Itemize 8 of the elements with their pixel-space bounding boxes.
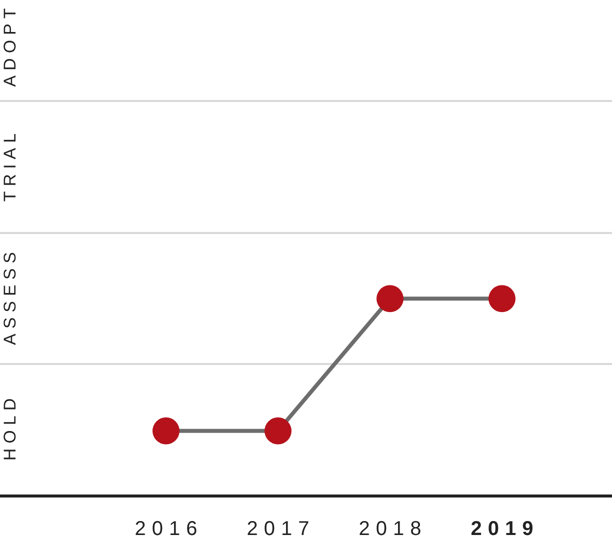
text: ADOPT <box>0 3 20 87</box>
x-tick-label: 2018 <box>358 518 428 540</box>
x-tick-label: 2017 <box>246 518 316 540</box>
x-tick-label: 2016 <box>134 518 204 540</box>
x-tick-label: 2019 <box>470 518 540 540</box>
text: TRIAL <box>0 128 20 202</box>
text: ASSESS <box>0 247 20 346</box>
text: HOLD <box>0 394 20 461</box>
